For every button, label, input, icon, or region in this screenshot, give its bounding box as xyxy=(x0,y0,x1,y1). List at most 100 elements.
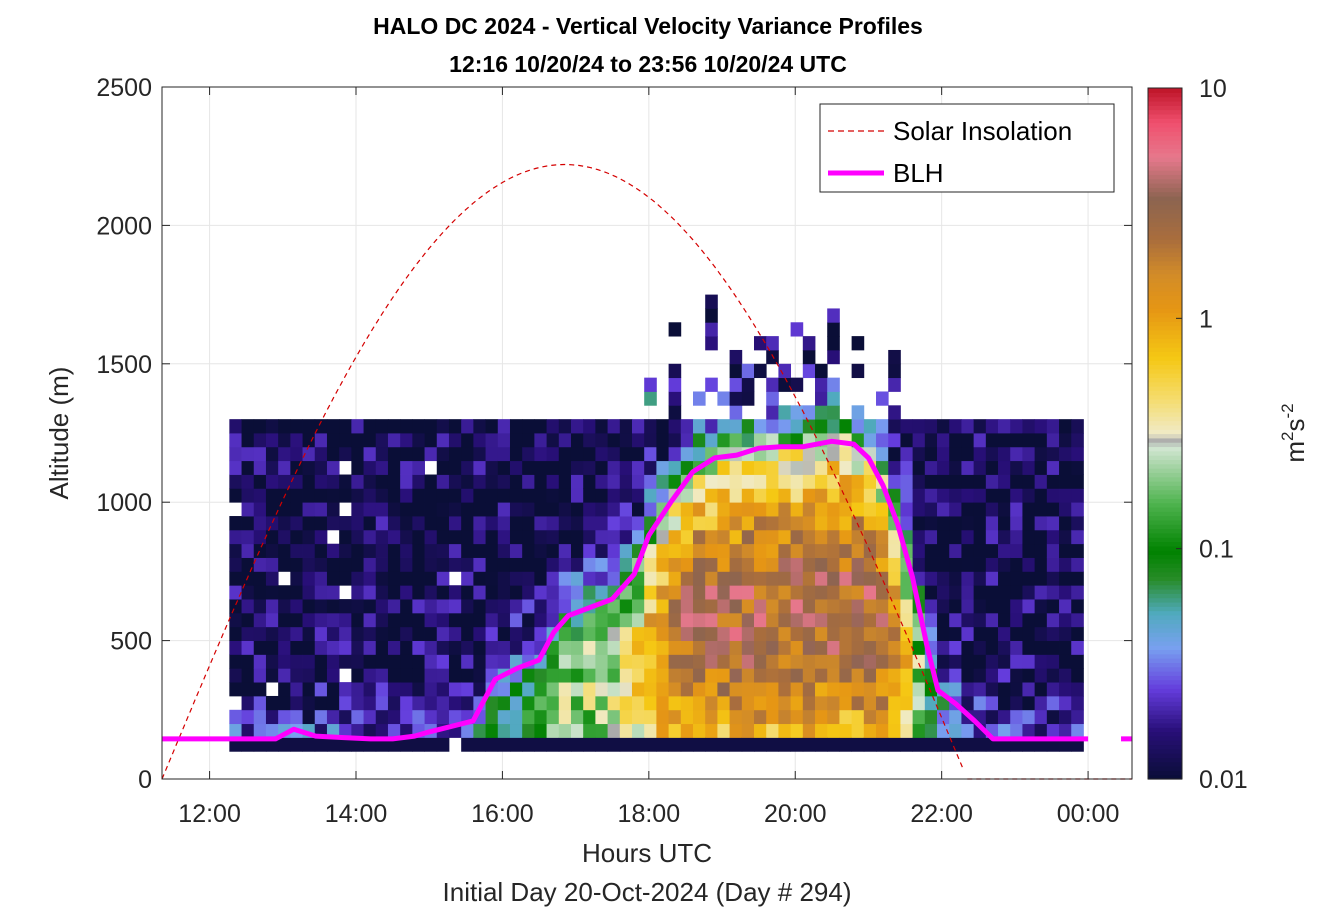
heatmap-cell xyxy=(631,737,645,752)
heatmap-cell xyxy=(863,433,877,448)
colorbar-segment xyxy=(1148,377,1182,383)
heatmap-cell xyxy=(705,626,718,641)
heatmap-cell xyxy=(314,557,328,572)
heatmap-cell xyxy=(876,654,889,669)
heatmap-cell xyxy=(461,419,474,434)
heatmap-cell xyxy=(717,419,731,434)
heatmap-cell xyxy=(692,599,706,614)
heatmap-cell xyxy=(741,419,755,434)
heatmap-cell xyxy=(607,709,621,725)
heatmap-cell xyxy=(631,502,645,517)
heatmap-cell xyxy=(705,336,718,351)
heatmap-cell xyxy=(302,709,316,725)
heatmap-cell xyxy=(1022,502,1036,517)
heatmap-cell xyxy=(302,433,316,448)
x-tick-label: 18:00 xyxy=(618,800,681,828)
heatmap-cell xyxy=(754,419,767,434)
heatmap-cell xyxy=(815,557,828,572)
heatmap-cell xyxy=(412,668,425,683)
heatmap-cell xyxy=(961,599,975,614)
heatmap-cell xyxy=(937,571,950,586)
heatmap-cell xyxy=(546,460,560,475)
heatmap-cell xyxy=(265,460,279,475)
heatmap-cell xyxy=(912,433,926,448)
heatmap-cell xyxy=(375,585,389,600)
heatmap-cell xyxy=(558,695,572,711)
heatmap-cell xyxy=(778,502,792,517)
colorbar-segment xyxy=(1148,148,1182,154)
heatmap-cell xyxy=(595,737,608,752)
heatmap-cell xyxy=(497,723,511,738)
heatmap-cell xyxy=(607,640,621,655)
heatmap-cell xyxy=(583,419,596,434)
heatmap-cell xyxy=(522,557,535,572)
heatmap-cell xyxy=(1059,626,1072,641)
heatmap-cell xyxy=(1034,419,1048,434)
heatmap-cell xyxy=(534,419,547,434)
heatmap-cell xyxy=(534,446,547,462)
heatmap-cell xyxy=(754,543,767,558)
heatmap-cell xyxy=(1034,654,1048,669)
heatmap-cell xyxy=(522,695,535,711)
heatmap-cell xyxy=(497,557,511,572)
heatmap-cell xyxy=(631,474,645,489)
heatmap-cell xyxy=(583,612,596,628)
heatmap-cell xyxy=(644,668,657,683)
heatmap-cell xyxy=(375,709,389,725)
colorbar-segment xyxy=(1148,312,1182,318)
heatmap-cell xyxy=(1034,682,1048,697)
heatmap-cell xyxy=(644,723,657,738)
heatmap-cell xyxy=(1059,695,1072,711)
heatmap-cell xyxy=(436,737,450,752)
heatmap-cell xyxy=(546,419,560,434)
heatmap-cell xyxy=(473,599,486,614)
colorbar-segment xyxy=(1148,139,1182,145)
heatmap-cell xyxy=(998,626,1011,641)
heatmap-cell xyxy=(680,723,694,738)
heatmap-cell xyxy=(1071,612,1084,628)
heatmap-cell xyxy=(937,502,950,517)
heatmap-cell xyxy=(839,529,853,545)
heatmap-cell xyxy=(400,529,413,545)
heatmap-cell xyxy=(680,626,694,641)
heatmap-cell xyxy=(351,557,364,572)
heatmap-cell xyxy=(363,474,377,489)
heatmap-cell xyxy=(729,543,743,558)
heatmap-cell xyxy=(546,502,560,517)
heatmap-cell xyxy=(412,612,425,628)
heatmap-cell xyxy=(583,446,596,462)
heatmap-cell xyxy=(961,502,975,517)
colorbar-segment xyxy=(1148,351,1182,357)
heatmap-cell xyxy=(766,349,779,365)
heatmap-cell xyxy=(802,599,816,614)
heatmap-cell xyxy=(351,488,364,503)
heatmap-cell xyxy=(509,695,523,711)
heatmap-cell xyxy=(1059,433,1072,448)
heatmap-cell xyxy=(522,516,535,531)
heatmap-cell xyxy=(1022,571,1036,586)
heatmap-cell xyxy=(558,599,572,614)
heatmap-cell xyxy=(1034,474,1048,489)
heatmap-cell xyxy=(265,502,279,517)
heatmap-cell xyxy=(949,668,962,683)
heatmap-cell xyxy=(973,599,987,614)
heatmap-cell xyxy=(851,419,865,434)
heatmap-cell xyxy=(876,433,889,448)
heatmap-cell xyxy=(412,516,425,531)
heatmap-cell xyxy=(229,668,242,683)
heatmap-cell xyxy=(302,529,316,545)
heatmap-cell xyxy=(668,654,682,669)
heatmap-cell xyxy=(570,460,584,475)
heatmap-cell xyxy=(400,585,413,600)
heatmap-cell xyxy=(363,695,377,711)
heatmap-cell xyxy=(253,488,267,503)
colorbar-segment xyxy=(1148,455,1182,461)
heatmap-cell xyxy=(656,695,669,711)
heatmap-cell xyxy=(1034,502,1048,517)
heatmap-cell xyxy=(717,612,731,628)
heatmap-cell xyxy=(1059,488,1072,503)
colorbar-segment xyxy=(1148,614,1182,620)
heatmap-cell xyxy=(705,612,718,628)
heatmap-cell xyxy=(644,695,657,711)
heatmap-cell xyxy=(424,682,438,697)
